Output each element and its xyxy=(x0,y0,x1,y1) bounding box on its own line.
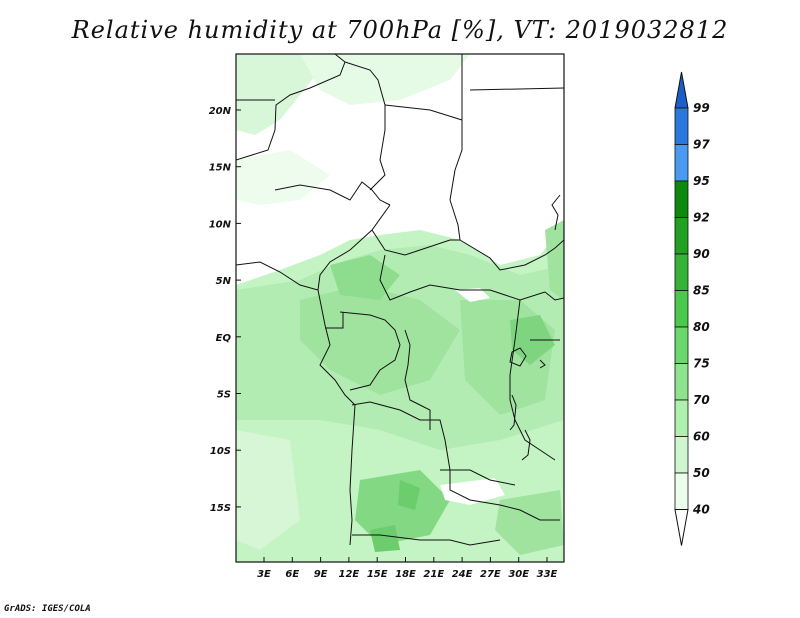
lakes xyxy=(509,347,546,461)
colorbar-label: 97 xyxy=(693,138,710,152)
colorbar-segment xyxy=(674,436,689,474)
lon-tick-label: 33E xyxy=(537,569,558,580)
colorbar-segment xyxy=(674,290,689,328)
lon-tick-label: 15E xyxy=(367,569,388,580)
lat-tick-label: EQ xyxy=(216,333,232,344)
colorbar-bottom-arrow xyxy=(674,509,689,546)
lon-tick-label: 18E xyxy=(395,569,416,580)
colorbar-label: 92 xyxy=(693,211,710,225)
lat-tick-label: 15S xyxy=(210,503,231,514)
colorbar-segment xyxy=(674,217,689,255)
colorbar-label: 85 xyxy=(693,284,710,298)
colorbar-label: 40 xyxy=(692,503,710,517)
colorbar-label: 70 xyxy=(693,393,710,407)
lon-tick-label: 30E xyxy=(508,569,529,580)
colorbar-label: 90 xyxy=(693,247,710,261)
map-title: Relative humidity at 700hPa [%], VT: 201… xyxy=(71,16,729,44)
lat-tick-label: 5N xyxy=(216,276,232,287)
lon-tick-label: 6E xyxy=(285,569,299,580)
lat-tick-label: 5S xyxy=(217,390,231,401)
colorbar-top-arrow xyxy=(674,71,689,109)
lon-tick-label: 24E xyxy=(452,569,473,580)
lat-tick-label: 10S xyxy=(210,446,231,457)
lon-tick-label: 9E xyxy=(314,569,328,580)
colorbar-label: 80 xyxy=(693,320,710,334)
lat-tick-label: 20N xyxy=(209,106,232,117)
colorbar-segment xyxy=(674,363,689,401)
lon-tick-label: 27E xyxy=(480,569,501,580)
colorbar-segment xyxy=(674,144,689,182)
colorbar-label: 95 xyxy=(693,174,710,188)
colorbar-segment xyxy=(674,472,689,510)
humidity-field xyxy=(236,54,564,562)
colorbar-label: 99 xyxy=(693,101,710,115)
colorbar-label: 60 xyxy=(693,430,710,444)
lon-tick-label: 3E xyxy=(257,569,271,580)
lat-tick-label: 15N xyxy=(209,163,232,174)
latitude-axis: 20N 15N 10N 5N EQ 5S 10S 15S xyxy=(209,106,241,514)
colorbar-label: 50 xyxy=(693,466,710,480)
lon-tick-label: 12E xyxy=(339,569,360,580)
colorbar-segment xyxy=(674,107,689,145)
lon-tick-label: 21E xyxy=(423,569,444,580)
colorbar-label: 75 xyxy=(693,357,710,371)
grads-credit: GrADS: IGES/COLA xyxy=(4,604,91,614)
colorbar-segment xyxy=(674,180,689,218)
colorbar: 99 97 95 92 90 85 80 75 70 60 50 40 xyxy=(674,71,710,546)
colorbar-segment xyxy=(674,326,689,364)
lat-tick-label: 10N xyxy=(209,219,232,230)
longitude-axis: 3E 6E 9E 12E 15E 18E 21E 24E 27E 30E 33E xyxy=(257,557,558,580)
colorbar-segment xyxy=(674,399,689,437)
colorbar-segment xyxy=(674,253,689,291)
map-frame xyxy=(235,53,565,563)
country-borders xyxy=(236,54,564,546)
